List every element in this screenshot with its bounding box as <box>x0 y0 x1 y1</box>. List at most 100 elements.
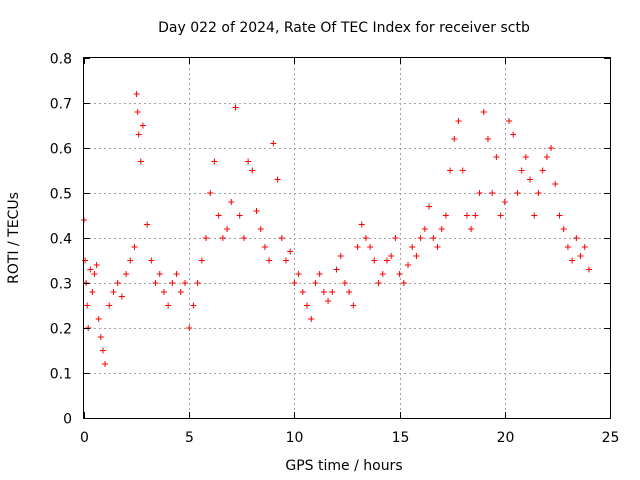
data-point <box>123 271 130 277</box>
data-point <box>548 145 555 151</box>
data-point <box>245 158 252 165</box>
data-point <box>451 136 458 142</box>
data-point <box>392 235 399 241</box>
data-point <box>535 190 542 196</box>
data-point <box>282 257 289 264</box>
data-point <box>144 221 151 228</box>
data-point <box>514 190 521 196</box>
data-point <box>476 190 483 196</box>
data-point <box>577 253 584 259</box>
data-point <box>203 235 210 241</box>
data-point <box>556 212 563 219</box>
data-point <box>148 257 155 264</box>
data-point <box>274 176 281 183</box>
data-point <box>367 244 374 250</box>
data-point <box>156 271 163 277</box>
data-point <box>228 199 235 205</box>
data-point <box>358 221 365 228</box>
data-point <box>102 361 109 367</box>
data-point <box>564 244 571 250</box>
x-tick-label: 10 <box>286 430 304 446</box>
data-point <box>253 208 260 214</box>
y-tick-label: 0.7 <box>50 97 72 113</box>
data-point <box>173 271 180 277</box>
data-point <box>266 257 273 264</box>
data-point <box>527 176 534 183</box>
y-tick-label: 0.4 <box>50 232 72 248</box>
data-point <box>91 271 98 277</box>
data-point <box>118 293 125 300</box>
data-point <box>459 167 466 174</box>
data-point <box>232 104 239 111</box>
y-tick-label: 0.2 <box>50 322 72 338</box>
data-point <box>333 266 340 273</box>
data-point <box>215 212 222 219</box>
data-point <box>207 190 214 196</box>
data-point <box>438 226 445 232</box>
data-point <box>569 257 576 264</box>
data-point <box>152 280 159 286</box>
data-point <box>506 118 513 124</box>
data-point <box>325 298 332 304</box>
data-point <box>133 91 140 97</box>
data-point <box>308 316 315 322</box>
data-point <box>337 253 344 259</box>
data-point <box>257 226 264 232</box>
data-point <box>510 131 517 138</box>
data-point <box>134 109 141 115</box>
data-point <box>417 235 424 241</box>
y-tick-label: 0.8 <box>50 52 72 68</box>
data-point <box>329 289 336 295</box>
data-point <box>362 235 369 241</box>
data-point <box>383 257 390 264</box>
data-point <box>341 280 348 286</box>
chart-title: Day 022 of 2024, Rate Of TEC Index for r… <box>158 20 530 36</box>
data-point <box>84 302 91 309</box>
data-point <box>522 154 529 160</box>
data-point <box>97 334 104 340</box>
data-point <box>278 235 285 241</box>
data-point <box>543 154 550 160</box>
ticks: 0 5 10 15 20 25 0 0.1 0.2 0.3 0.4 0.5 0.6 0.7 0.8 <box>50 52 620 447</box>
data-point <box>442 212 449 219</box>
data-point <box>198 257 205 264</box>
data-point <box>409 244 416 250</box>
x-tick-label: 0 <box>80 430 89 446</box>
y-tick-label: 0.6 <box>50 142 72 158</box>
data-point <box>375 280 382 286</box>
data-point <box>291 280 298 286</box>
data-point <box>316 271 323 277</box>
x-tick-label: 20 <box>497 430 515 446</box>
data-point <box>165 302 172 309</box>
data-point <box>497 212 504 219</box>
data-point <box>396 271 403 277</box>
x-tick-label: 25 <box>602 430 620 446</box>
data-point <box>489 190 496 196</box>
data-point <box>585 266 592 273</box>
data-point <box>304 302 311 309</box>
data-point <box>552 181 559 187</box>
data-point <box>400 280 407 286</box>
data-point <box>287 248 294 255</box>
data-point <box>190 302 197 309</box>
data-point <box>472 212 479 219</box>
data-point <box>99 347 106 354</box>
data-point <box>388 253 395 259</box>
data-point <box>106 302 113 309</box>
data-point <box>137 158 144 165</box>
y-tick-label: 0.5 <box>50 187 72 203</box>
data-point <box>249 167 256 174</box>
data-point <box>312 280 319 286</box>
data-point <box>270 140 277 147</box>
data-point <box>236 212 243 219</box>
data-point <box>346 289 353 295</box>
data-point <box>295 271 302 277</box>
data-point <box>169 280 176 286</box>
data-point <box>299 289 306 295</box>
data-point <box>160 289 167 295</box>
data-point <box>371 257 378 264</box>
y-axis-label: ROTI / TECUs <box>6 192 22 284</box>
data-point <box>426 203 433 210</box>
